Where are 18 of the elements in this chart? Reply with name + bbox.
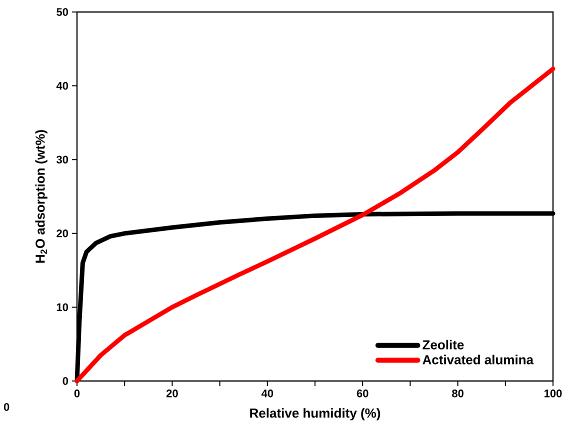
- y-tick-label: 0: [62, 377, 68, 385]
- text: 0: [4, 403, 10, 411]
- x-tick-label: 80: [452, 390, 464, 398]
- y-tick-label: 30: [56, 156, 68, 164]
- x-tick-label: 0: [74, 390, 80, 398]
- x-tick-label: 40: [261, 390, 274, 398]
- y-axis-title: H$_{2}$O adsorption (wt%): [35, 130, 48, 263]
- y-tick-label: 50: [56, 8, 68, 16]
- x-axis-title: Relative humidity (%): [250, 408, 380, 420]
- y-tick-label: 20: [56, 230, 68, 238]
- y-tick-label: 10: [56, 303, 68, 312]
- x-tick-label: 60: [356, 390, 368, 398]
- legend-label: Activated alumina: [422, 354, 534, 364]
- y-tick-label: 40: [56, 82, 68, 90]
- legend-label: Zeolite: [422, 340, 464, 350]
- x-tick-label: 100: [544, 390, 562, 398]
- x-tick-label: 20: [166, 390, 178, 398]
- line-series: [74, 66, 556, 384]
